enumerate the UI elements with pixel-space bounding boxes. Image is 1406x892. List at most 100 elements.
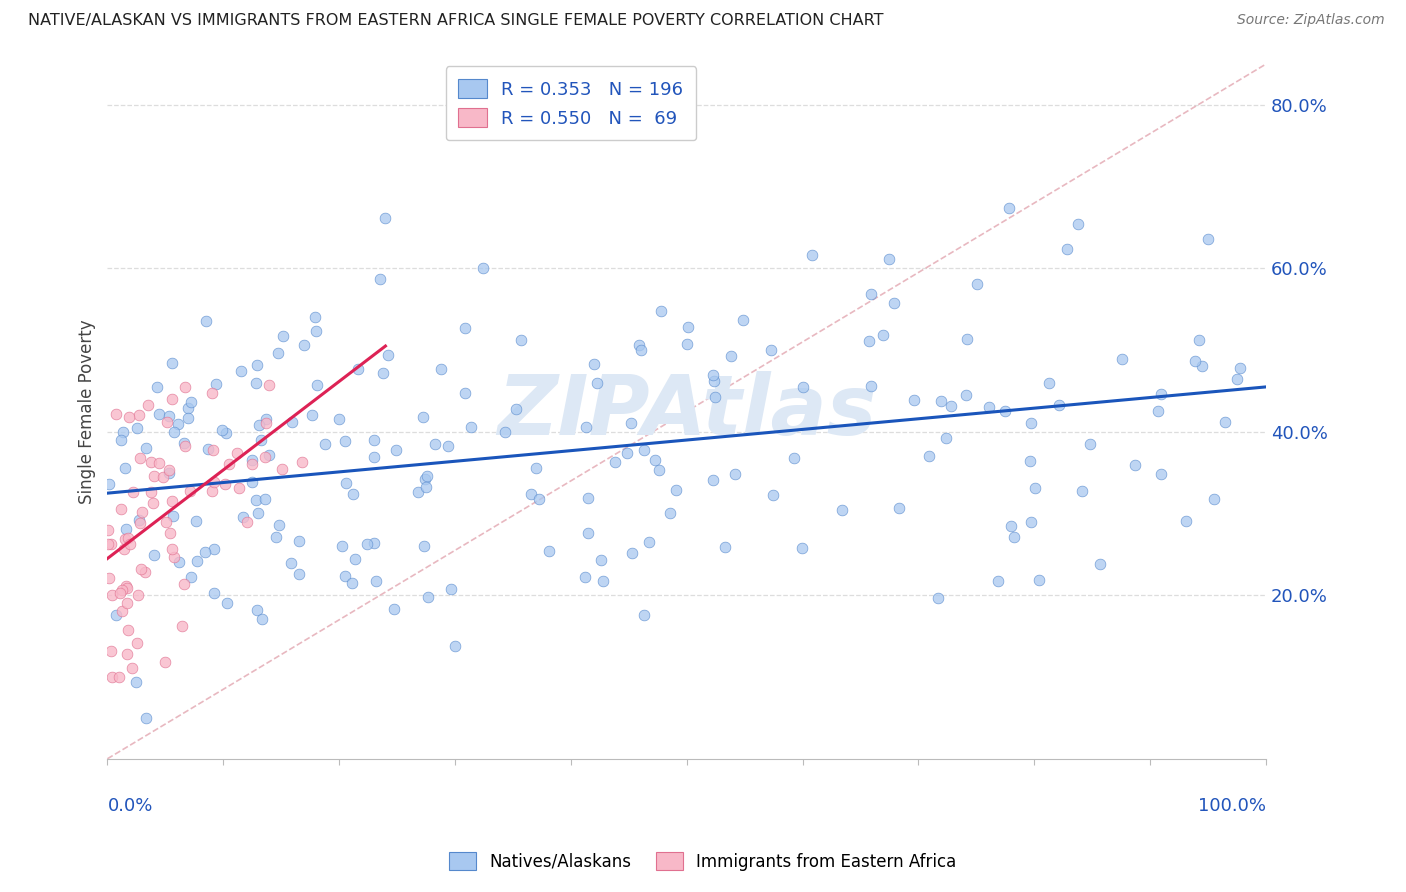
Point xyxy=(112,425,135,439)
Point xyxy=(440,582,463,597)
Point xyxy=(994,404,1017,418)
Point xyxy=(430,361,453,376)
Point xyxy=(1019,515,1042,529)
Point xyxy=(125,636,148,650)
Point xyxy=(128,513,150,527)
Point xyxy=(121,661,143,675)
Point xyxy=(156,415,179,429)
Point xyxy=(214,477,236,491)
Point xyxy=(139,454,162,468)
Point xyxy=(104,408,127,422)
Point xyxy=(1175,514,1198,528)
Point xyxy=(125,674,148,689)
Point xyxy=(527,491,550,506)
Point xyxy=(342,575,364,590)
Point xyxy=(1090,557,1112,571)
Point xyxy=(101,670,124,684)
Point xyxy=(173,380,195,394)
Point xyxy=(254,492,277,507)
Point xyxy=(1215,415,1237,429)
Point xyxy=(638,534,661,549)
Point xyxy=(157,463,180,477)
Point xyxy=(333,569,356,583)
Point xyxy=(998,201,1021,215)
Point xyxy=(364,574,387,588)
Point xyxy=(163,425,186,439)
Point xyxy=(101,588,124,602)
Point xyxy=(232,510,254,524)
Point xyxy=(254,450,277,464)
Point xyxy=(731,313,754,327)
Point xyxy=(129,516,152,530)
Point xyxy=(160,494,183,508)
Point xyxy=(413,540,436,554)
Point xyxy=(576,526,599,541)
Point xyxy=(174,439,197,453)
Point xyxy=(384,443,406,458)
Point xyxy=(246,358,269,372)
Point xyxy=(250,612,273,626)
Point xyxy=(202,541,225,556)
Point xyxy=(231,364,253,378)
Point xyxy=(142,468,165,483)
Point xyxy=(616,446,638,460)
Point xyxy=(342,487,364,501)
Point xyxy=(1191,359,1213,373)
Point xyxy=(173,577,195,591)
Point xyxy=(408,484,430,499)
Point xyxy=(1197,232,1219,246)
Point xyxy=(304,310,326,324)
Point xyxy=(142,496,165,510)
Point xyxy=(218,458,240,472)
Point xyxy=(305,378,328,392)
Point xyxy=(254,416,277,430)
Point xyxy=(759,343,782,357)
Point xyxy=(157,409,180,424)
Point xyxy=(413,472,436,486)
Point xyxy=(437,439,460,453)
Point xyxy=(903,392,925,407)
Point xyxy=(205,377,228,392)
Point xyxy=(288,566,311,581)
Point xyxy=(121,485,143,500)
Point xyxy=(633,608,655,623)
Point xyxy=(883,295,905,310)
Point xyxy=(247,417,270,432)
Point xyxy=(494,425,516,439)
Point xyxy=(628,338,651,352)
Point xyxy=(215,425,238,440)
Point xyxy=(146,380,169,394)
Point xyxy=(703,374,725,388)
Point xyxy=(860,379,883,393)
Point xyxy=(97,523,120,537)
Point xyxy=(1028,573,1050,587)
Point xyxy=(271,329,294,343)
Point xyxy=(665,483,688,497)
Point xyxy=(987,574,1010,589)
Text: ZIPAtlas: ZIPAtlas xyxy=(496,371,876,452)
Point xyxy=(675,337,697,351)
Point xyxy=(148,456,170,470)
Point xyxy=(368,272,391,286)
Point xyxy=(966,277,988,291)
Point xyxy=(117,581,139,595)
Point xyxy=(211,423,233,437)
Point xyxy=(583,357,606,371)
Point xyxy=(100,644,122,658)
Point xyxy=(110,604,132,618)
Point xyxy=(167,555,190,569)
Point xyxy=(955,388,977,402)
Point xyxy=(157,466,180,480)
Point xyxy=(226,445,249,459)
Point xyxy=(872,328,894,343)
Point xyxy=(858,334,880,348)
Point xyxy=(620,416,643,430)
Point xyxy=(363,433,385,447)
Point xyxy=(180,394,202,409)
Point xyxy=(592,574,614,589)
Point xyxy=(177,401,200,416)
Point xyxy=(115,648,138,662)
Point xyxy=(163,549,186,564)
Point xyxy=(202,475,225,489)
Point xyxy=(575,420,598,434)
